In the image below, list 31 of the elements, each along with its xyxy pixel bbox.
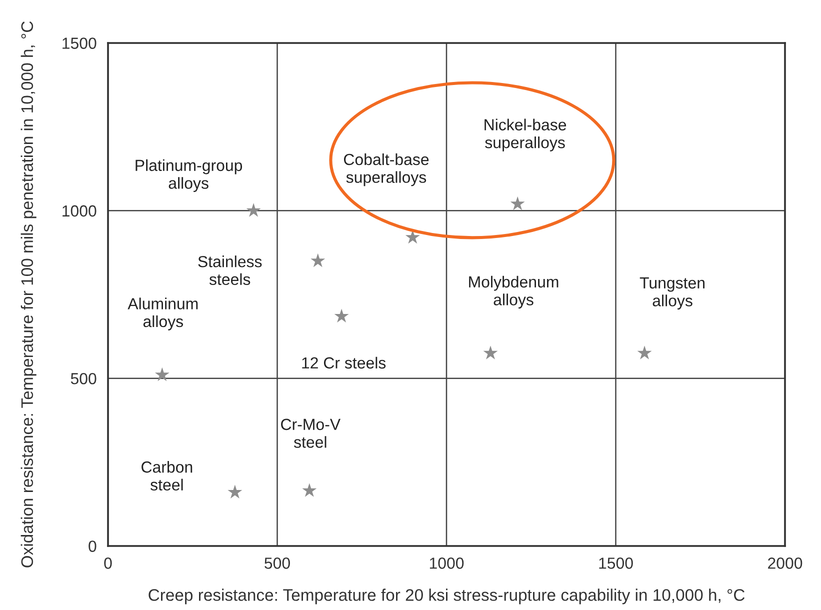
y-axis-title: Oxidation resistance: Temperature for 100 mils penetration in 10,000 h, °C — [20, 21, 36, 568]
x-tick-label: 2000 — [768, 558, 802, 569]
x-axis-title: Creep resistance: Temperature for 20 ksi stress-rupture capability in 10,000 h, °C — [148, 588, 745, 604]
point — [510, 196, 525, 210]
point — [405, 230, 420, 244]
annotation: Cr-Mo-V steel — [281, 418, 341, 448]
annotation: Cobalt-base superalloys — [344, 153, 429, 186]
point — [228, 484, 242, 498]
point — [637, 346, 652, 360]
annotation: Platinum-group alloys — [136, 159, 242, 192]
x-tick-label: 500 — [264, 558, 290, 569]
y-tick-label: 1000 — [62, 205, 96, 217]
point — [310, 253, 326, 268]
annotation: Tungsten alloys — [640, 277, 704, 310]
annotation: Molybdenum alloys — [469, 276, 558, 309]
y-tick-label: 500 — [70, 372, 96, 384]
annotation: Carbon steel — [142, 461, 192, 491]
annotation: Aluminum alloys — [128, 298, 198, 330]
x-tick-label: 0 — [104, 558, 112, 569]
point — [246, 203, 261, 217]
point — [154, 367, 170, 382]
annotation: Stainless steels — [198, 256, 262, 286]
point — [483, 346, 498, 360]
x-tick-label: 1000 — [430, 558, 464, 569]
y-tick-label: 0 — [88, 540, 96, 552]
x-tick-label: 1500 — [599, 558, 633, 569]
point — [334, 308, 349, 322]
point — [302, 483, 317, 497]
annotation: 12 Cr steels — [302, 356, 386, 369]
y-tick-label: 1500 — [62, 38, 96, 49]
annotation: Nickel-base superalloys — [484, 118, 566, 152]
